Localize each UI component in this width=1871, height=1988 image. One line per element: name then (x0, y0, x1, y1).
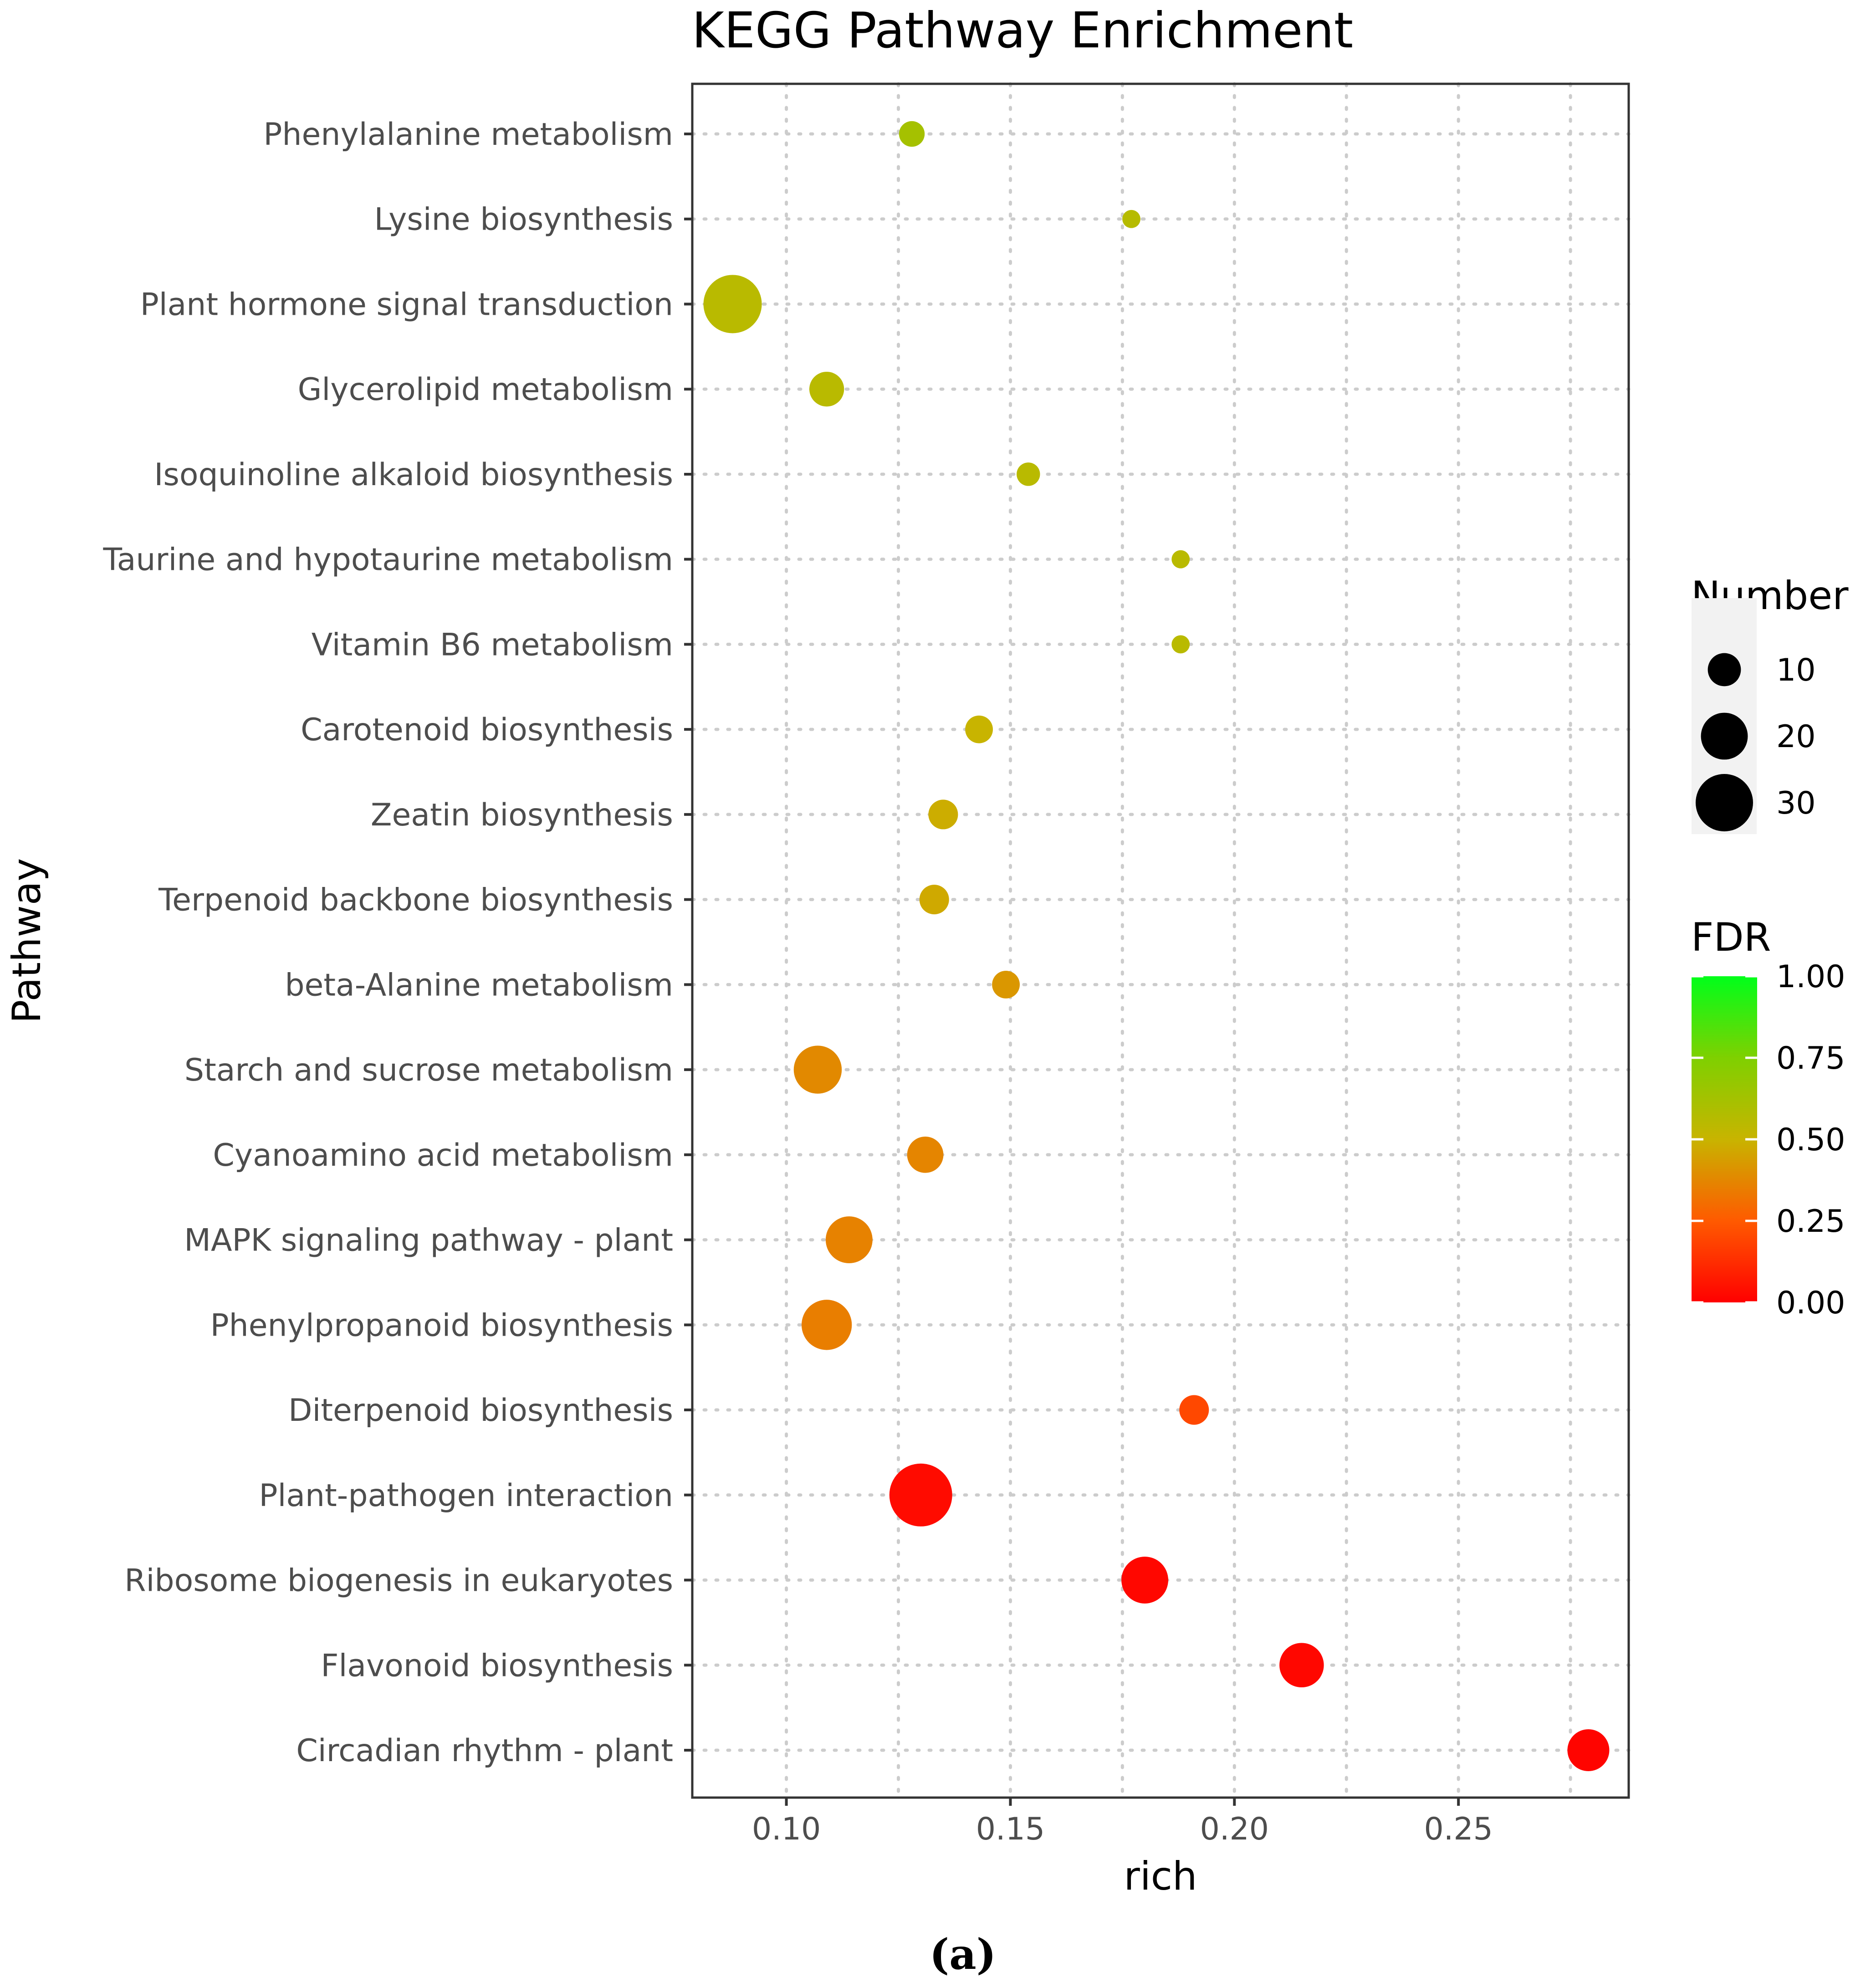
y-tick-label: Isoquinoline alkaloid biosynthesis (154, 457, 673, 493)
y-tick-label: Flavonoid biosynthesis (321, 1648, 673, 1684)
data-point (703, 275, 762, 333)
y-tick-label: Lysine biosynthesis (374, 202, 673, 238)
x-tick-label: 0.10 (752, 1811, 821, 1847)
y-tick-label: Taurine and hypotaurine metabolism (102, 542, 673, 578)
data-point (907, 1137, 944, 1173)
x-tick-label: 0.15 (976, 1811, 1045, 1847)
fdr-tick-label: 0.00 (1776, 1285, 1845, 1321)
data-point (992, 970, 1020, 999)
figure-caption: (a) (930, 1930, 997, 1979)
data-point (801, 1300, 852, 1350)
data-point (1179, 1395, 1209, 1425)
data-point (1171, 635, 1190, 654)
y-tick-label: Diterpenoid biosynthesis (288, 1393, 673, 1429)
data-point (1122, 210, 1140, 228)
data-point (889, 1463, 952, 1527)
y-tick-label: Circadian rhythm - plant (296, 1733, 673, 1769)
data-point (928, 799, 958, 830)
data-point (793, 1045, 842, 1094)
y-tick-label: Cyanoamino acid metabolism (213, 1137, 673, 1173)
fdr-tick-label: 0.50 (1776, 1122, 1845, 1158)
y-tick-label: Vitamin B6 metabolism (312, 627, 673, 663)
y-tick-label: Phenylpropanoid biosynthesis (210, 1307, 673, 1343)
y-tick-label: Ribosome biogenesis in eukaryotes (124, 1563, 673, 1599)
x-tick-label: 0.25 (1424, 1811, 1493, 1847)
fdr-tick-label: 0.75 (1776, 1040, 1845, 1076)
data-point (1121, 1557, 1168, 1604)
size-legend-symbol (1707, 653, 1741, 687)
size-legend-label: 30 (1776, 785, 1816, 821)
data-point (809, 372, 844, 407)
y-tick-label: Glycerolipid metabolism (298, 372, 673, 408)
data-point (965, 715, 993, 743)
x-axis: 0.10 0.15 0.20 0.25 (752, 1798, 1493, 1847)
fdr-tick-label: 0.25 (1776, 1204, 1845, 1240)
data-point (825, 1216, 873, 1264)
size-legend-symbol (1701, 712, 1748, 760)
y-tick-label: Plant hormone signal transduction (140, 287, 673, 323)
x-axis-title: rich (1124, 1854, 1197, 1899)
size-legend-symbol (1696, 774, 1753, 831)
fdr-tick-label: 1.00 (1776, 959, 1845, 995)
y-axis-title: Pathway (4, 858, 50, 1024)
y-tick-label: Terpenoid backbone biosynthesis (158, 882, 673, 918)
y-tick-label: Zeatin biosynthesis (371, 797, 673, 833)
y-tick-label: Plant-pathogen interaction (259, 1478, 673, 1514)
plot-panel (691, 82, 1630, 1799)
y-tick-label: Phenylalanine metabolism (263, 117, 673, 153)
data-point (899, 121, 925, 147)
data-point (1567, 1729, 1610, 1771)
data-point (919, 885, 949, 915)
y-tick-label: Starch and sucrose metabolism (184, 1052, 673, 1088)
data-point (1279, 1643, 1324, 1688)
size-legend-label: 20 (1776, 719, 1816, 755)
data-points (703, 121, 1610, 1771)
grid-lines (690, 82, 1631, 1799)
x-tick-label: 0.20 (1200, 1811, 1269, 1847)
data-point (1171, 550, 1190, 569)
y-tick-label: Carotenoid biosynthesis (301, 712, 673, 748)
y-tick-label: MAPK signaling pathway - plant (184, 1223, 673, 1259)
fdr-legend-title: FDR (1691, 915, 1771, 960)
chart-title: KEGG Pathway Enrichment (692, 2, 1353, 59)
size-legend-label: 10 (1776, 652, 1816, 688)
data-point (1017, 462, 1040, 486)
y-axis: Phenylalanine metabolism Lysine biosynthe… (102, 117, 692, 1769)
fdr-legend: FDR 1.00 0.75 0.50 0.25 0.00 (1691, 915, 1845, 1321)
y-tick-label: beta-Alanine metabolism (285, 967, 673, 1003)
